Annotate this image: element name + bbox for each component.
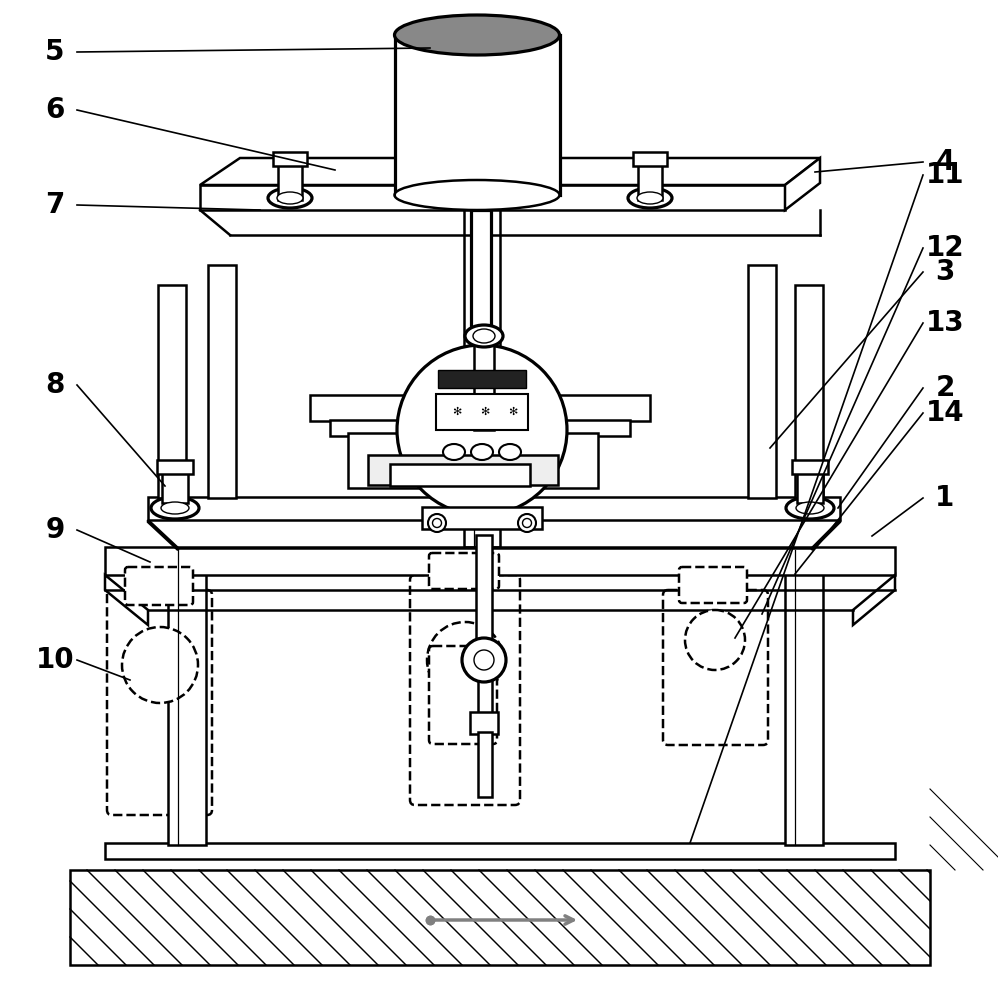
Ellipse shape	[637, 192, 663, 204]
Text: 14: 14	[926, 399, 964, 427]
Ellipse shape	[786, 497, 834, 519]
Ellipse shape	[499, 444, 521, 460]
Ellipse shape	[471, 444, 493, 460]
Text: 13: 13	[926, 309, 964, 337]
Text: 8: 8	[45, 371, 65, 399]
Ellipse shape	[518, 514, 536, 532]
Bar	[395, 35, 560, 195]
Ellipse shape	[473, 329, 495, 343]
Bar	[208, 265, 236, 498]
Bar	[638, 160, 662, 200]
Ellipse shape	[523, 518, 532, 528]
Ellipse shape	[394, 180, 560, 210]
Polygon shape	[148, 497, 840, 520]
Ellipse shape	[443, 444, 465, 460]
Bar	[478, 678, 492, 716]
Bar	[748, 265, 776, 498]
Bar	[348, 433, 598, 488]
Ellipse shape	[465, 325, 503, 347]
Polygon shape	[785, 158, 820, 210]
FancyBboxPatch shape	[663, 590, 768, 745]
Circle shape	[397, 345, 567, 515]
Circle shape	[685, 610, 745, 670]
FancyBboxPatch shape	[429, 553, 499, 589]
Polygon shape	[148, 520, 178, 550]
Bar	[157, 460, 193, 474]
Ellipse shape	[796, 502, 824, 514]
Ellipse shape	[628, 188, 672, 208]
Polygon shape	[853, 575, 895, 625]
Text: 2: 2	[935, 374, 955, 402]
Ellipse shape	[428, 514, 446, 532]
Bar	[470, 712, 498, 734]
Ellipse shape	[151, 497, 199, 519]
Ellipse shape	[277, 192, 303, 204]
Bar	[797, 468, 823, 503]
Bar	[70, 870, 930, 965]
Bar	[785, 550, 823, 845]
Circle shape	[122, 627, 198, 703]
Bar	[310, 395, 650, 421]
Bar	[795, 285, 823, 498]
Bar	[478, 732, 492, 797]
Bar	[158, 285, 186, 498]
FancyBboxPatch shape	[125, 567, 193, 605]
Text: 3: 3	[935, 258, 955, 286]
Text: 9: 9	[45, 516, 65, 544]
Bar	[422, 507, 542, 529]
Text: ✻: ✻	[508, 407, 518, 417]
Bar	[438, 370, 526, 388]
FancyBboxPatch shape	[679, 567, 747, 603]
Circle shape	[427, 622, 503, 698]
Text: 5: 5	[45, 38, 65, 66]
Bar	[162, 468, 188, 503]
FancyBboxPatch shape	[410, 575, 520, 805]
Polygon shape	[200, 185, 785, 210]
Text: 4: 4	[935, 148, 955, 176]
Ellipse shape	[432, 518, 441, 528]
Bar	[390, 464, 530, 486]
Text: 1: 1	[935, 484, 955, 512]
Polygon shape	[105, 547, 895, 575]
Bar	[471, 210, 491, 398]
Ellipse shape	[394, 15, 560, 55]
Text: 7: 7	[45, 191, 65, 219]
Ellipse shape	[161, 502, 189, 514]
Bar	[476, 535, 492, 645]
Bar	[792, 460, 828, 474]
Bar	[633, 152, 667, 166]
Bar	[330, 420, 630, 436]
Text: ✻: ✻	[452, 407, 462, 417]
Bar	[464, 115, 500, 547]
Circle shape	[474, 650, 494, 670]
Text: ✻: ✻	[480, 407, 490, 417]
Text: 12: 12	[926, 234, 964, 262]
Circle shape	[462, 638, 506, 682]
Bar	[436, 394, 528, 430]
Bar	[278, 160, 302, 200]
Bar	[168, 550, 206, 845]
Bar	[105, 843, 895, 859]
Bar	[368, 455, 558, 485]
Text: 10: 10	[36, 646, 74, 674]
Polygon shape	[105, 575, 148, 625]
Text: 11: 11	[926, 161, 964, 189]
Ellipse shape	[268, 188, 312, 208]
FancyBboxPatch shape	[107, 590, 212, 815]
Bar	[474, 340, 494, 430]
Text: 6: 6	[45, 96, 65, 124]
Polygon shape	[200, 158, 820, 185]
Polygon shape	[812, 520, 840, 550]
Bar	[273, 152, 307, 166]
FancyBboxPatch shape	[429, 646, 497, 744]
